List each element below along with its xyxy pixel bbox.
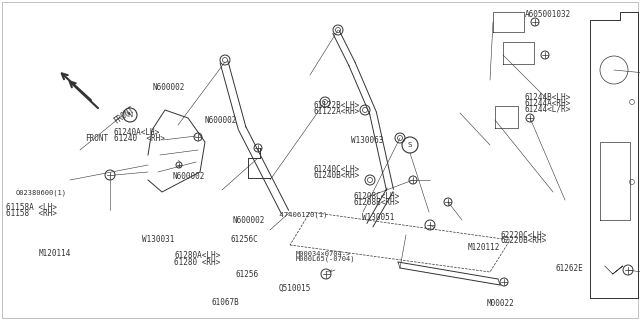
Text: FRONT: FRONT (85, 134, 108, 143)
Text: M120114: M120114 (38, 249, 71, 258)
Text: 61256: 61256 (236, 270, 259, 279)
Text: 61240A<LH>: 61240A<LH> (114, 128, 160, 137)
Text: M000L65(-0704): M000L65(-0704) (296, 256, 355, 262)
Text: 61208C<LH>: 61208C<LH> (354, 192, 400, 201)
Text: 47406120(1): 47406120(1) (275, 212, 328, 218)
Text: W130051: W130051 (362, 213, 394, 222)
Text: 61244<L/R>: 61244<L/R> (525, 105, 571, 114)
Text: M00022: M00022 (486, 300, 514, 308)
Text: S: S (408, 142, 412, 148)
Text: 61280 <RH>: 61280 <RH> (174, 258, 220, 267)
Text: 61067B: 61067B (211, 298, 239, 307)
Text: Ó02380600(1): Ó02380600(1) (16, 188, 67, 196)
Text: 61244A<RH>: 61244A<RH> (525, 99, 571, 108)
Text: 61240C<LH>: 61240C<LH> (314, 165, 360, 174)
Text: 61262E: 61262E (556, 264, 583, 273)
Text: A605001032: A605001032 (525, 10, 571, 19)
Text: 61280A<LH>: 61280A<LH> (174, 252, 220, 260)
Text: 61122B<LH>: 61122B<LH> (314, 101, 360, 110)
Text: 62220C<LH>: 62220C<LH> (500, 231, 547, 240)
Text: 61158A <LH>: 61158A <LH> (6, 204, 57, 212)
Text: 61244B<LH>: 61244B<LH> (525, 93, 571, 102)
Text: 61240B<RH>: 61240B<RH> (314, 171, 360, 180)
Text: 62220B<RH>: 62220B<RH> (500, 236, 547, 245)
Text: N600002: N600002 (205, 116, 237, 125)
Text: 61208B<RH>: 61208B<RH> (354, 198, 400, 207)
Text: W130063: W130063 (351, 136, 383, 145)
Text: Q510015: Q510015 (278, 284, 311, 292)
Text: N600002: N600002 (152, 84, 185, 92)
Text: N: N (127, 112, 132, 118)
Text: N600002: N600002 (232, 216, 265, 225)
Text: 61256C: 61256C (230, 235, 258, 244)
Text: N600002: N600002 (173, 172, 205, 181)
Text: 61122A<RH>: 61122A<RH> (314, 107, 360, 116)
Text: W130031: W130031 (142, 235, 175, 244)
Text: M120112: M120112 (467, 244, 500, 252)
Text: FRONT: FRONT (112, 105, 136, 125)
Text: M00034×0704->: M00034×0704-> (296, 251, 351, 257)
Text: 61240  <RH>: 61240 <RH> (114, 134, 164, 143)
Text: 61158  <RH>: 61158 <RH> (6, 209, 57, 218)
